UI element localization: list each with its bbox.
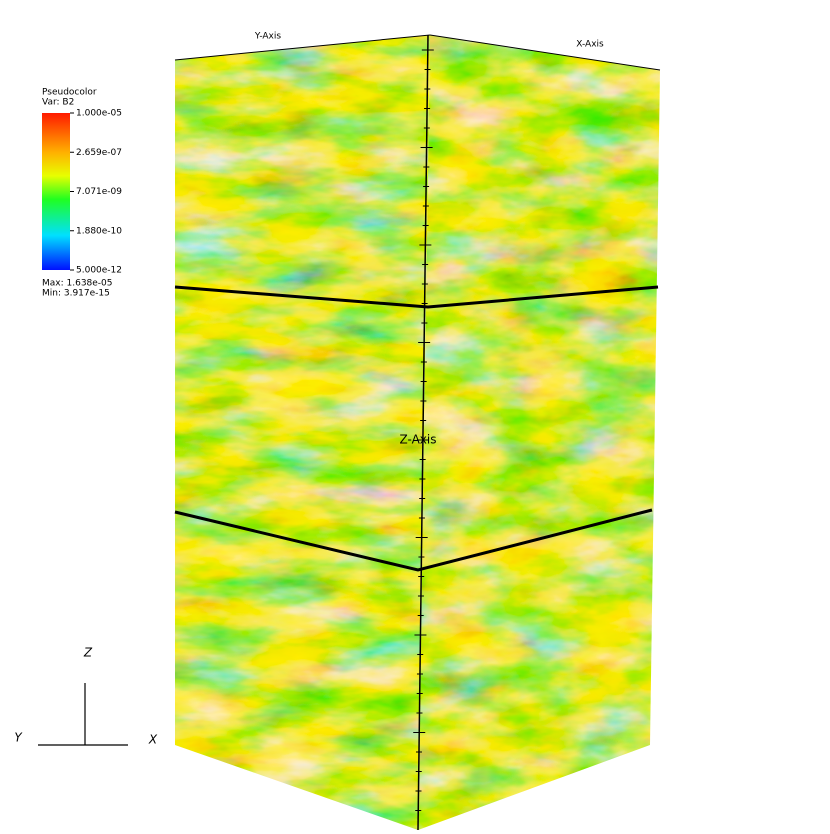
legend-max: Max: 1.638e-05 <box>42 279 113 289</box>
colorbar-label: 5.000e-12 <box>76 266 122 276</box>
legend: Pseudocolor Var: B2 1.000e-05 2.659e-07 7.… <box>42 88 122 299</box>
triad-x-label: X <box>148 733 158 747</box>
legend-variable: Var: B2 <box>42 98 74 108</box>
y-axis-title: Y-Axis <box>254 32 281 42</box>
field-surface <box>418 35 660 830</box>
left-face <box>175 35 430 830</box>
slice-lines <box>174 285 659 572</box>
colorbar-label: 1.000e-05 <box>76 109 122 119</box>
colorbar-label: 1.880e-10 <box>76 226 122 236</box>
colorbar-label: 2.659e-07 <box>76 148 122 158</box>
legend-min: Min: 3.917e-15 <box>42 289 110 299</box>
x-axis-title: X-Axis <box>576 40 604 50</box>
field-surface <box>175 35 430 830</box>
x-axis-line <box>429 34 661 71</box>
slice-line <box>174 508 653 572</box>
y-axis-line <box>174 34 431 61</box>
colorbar <box>42 113 70 270</box>
triad-y-label: Y <box>14 731 23 745</box>
colorbar-label: 7.071e-09 <box>76 187 122 197</box>
triad <box>38 683 128 746</box>
slice-line <box>174 285 659 309</box>
triad-z-label: Z <box>83 646 93 660</box>
right-face <box>418 35 660 830</box>
legend-title: Pseudocolor <box>42 88 97 98</box>
